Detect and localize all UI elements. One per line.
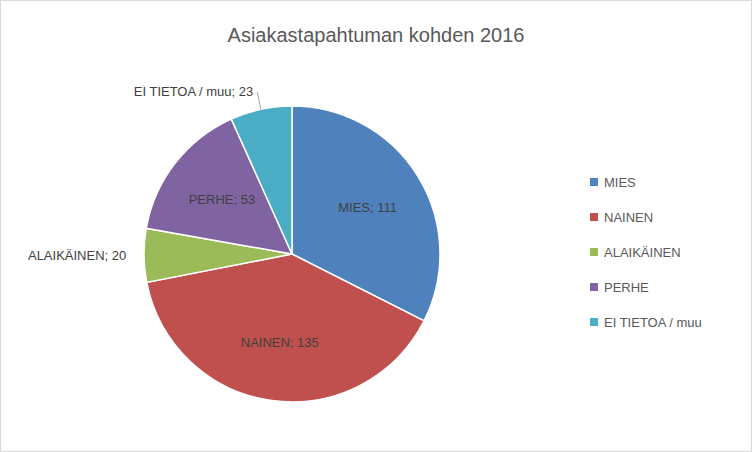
chart-title: Asiakastapahtuman kohden 2016: [228, 24, 525, 46]
legend-swatch: [590, 178, 598, 186]
legend-swatch: [590, 248, 598, 256]
legend-swatch: [590, 213, 598, 221]
leader-line: [257, 92, 261, 109]
chart: Asiakastapahtuman kohden 2016 MIES; 111 NA…: [0, 0, 752, 452]
legend-label: ALAIKÄINEN: [604, 245, 681, 260]
legend-swatch: [590, 318, 598, 326]
legend-label: MIES: [604, 175, 636, 190]
legend-label: NAINEN: [604, 210, 653, 225]
legend-label: PERHE: [604, 280, 649, 295]
data-labels: MIES; 111 NAINEN; 135 ALAIKÄINEN; 20 PERHE;…: [28, 84, 397, 349]
legend-label: EI TIETOA / muu: [604, 315, 702, 330]
pie-slice: [231, 106, 292, 254]
data-label: PERHE; 53: [189, 192, 255, 207]
pie-slice: [147, 254, 424, 402]
data-label: NAINEN; 135: [241, 335, 319, 350]
data-label: MIES; 111: [338, 200, 397, 215]
data-label: ALAIKÄINEN; 20: [28, 248, 126, 263]
pie: [144, 106, 440, 402]
data-label: EI TIETOA / muu; 23: [134, 84, 253, 99]
legend: MIES NAINEN ALAIKÄINEN PERHE EI TIETOA / muu: [590, 175, 702, 330]
legend-swatch: [590, 283, 598, 291]
chart-border: [1, 1, 752, 452]
